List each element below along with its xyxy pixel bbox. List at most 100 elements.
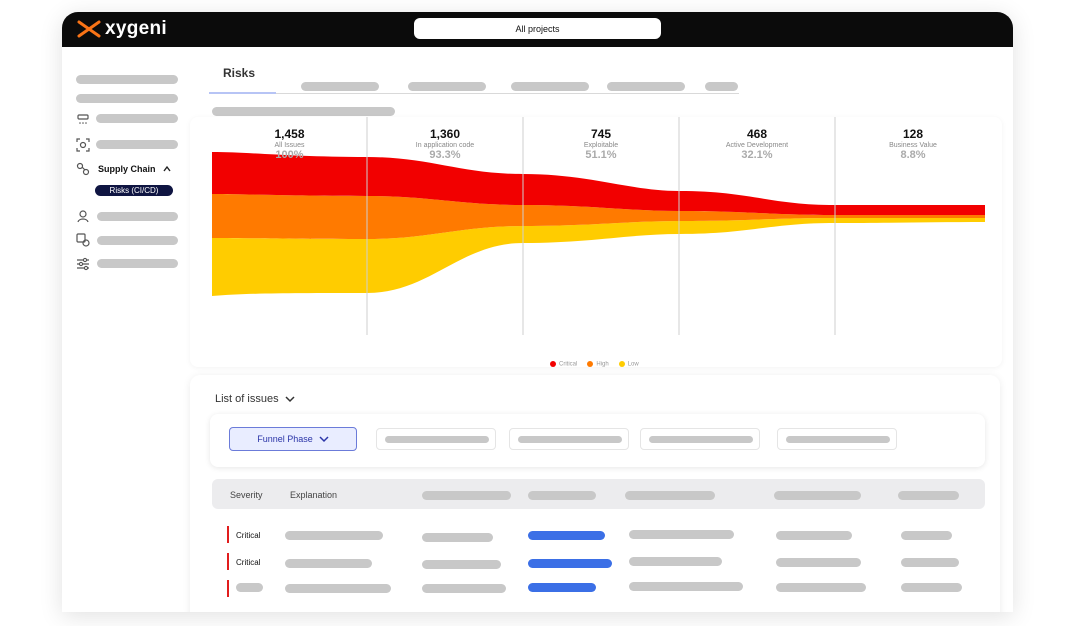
cell-placeholder — [285, 531, 383, 540]
issues-title-text: List of issues — [215, 393, 279, 405]
cell-placeholder — [422, 533, 493, 542]
cell-placeholder — [901, 558, 959, 567]
chevron-up-icon[interactable] — [162, 164, 172, 174]
shapes-icon — [76, 233, 90, 247]
cell-placeholder — [285, 584, 391, 593]
funnel-stage: 745 Exploitable 51.1% — [523, 127, 679, 161]
stage-label: Business Value — [889, 142, 937, 149]
sidebar-item-supply-chain[interactable]: Supply Chain — [98, 164, 156, 174]
sidebar-subitem-risks-ci-cd[interactable]: Risks (CI/CD) — [95, 185, 173, 196]
column-header-placeholder[interactable] — [625, 491, 715, 500]
logo[interactable]: xygeni — [77, 18, 167, 40]
sidebar: Supply Chain Risks (CI/CD) — [62, 47, 190, 612]
cell-placeholder — [285, 559, 372, 568]
severity-marker — [227, 580, 229, 597]
filter-placeholder — [385, 436, 489, 443]
cell-link-placeholder[interactable] — [528, 531, 605, 540]
stage-percent: 100% — [275, 149, 304, 161]
filter-dropdown[interactable] — [376, 428, 496, 450]
funnel-stage: 1,458 All Issues 100% — [212, 127, 367, 161]
cell-placeholder — [629, 582, 743, 591]
sidebar-placeholder[interactable] — [96, 140, 178, 149]
row-severity: Critical — [236, 558, 261, 567]
subtitle-placeholder — [212, 107, 395, 116]
filter-dropdown[interactable] — [777, 428, 897, 450]
cell-link-placeholder[interactable] — [528, 559, 612, 568]
chevron-down-icon — [319, 436, 329, 443]
funnel-high-band — [212, 194, 985, 239]
stage-percent: 32.1% — [741, 149, 773, 161]
risk-funnel-chart: 1,458 All Issues 100% 1,360 In applicati… — [190, 117, 1002, 368]
funnel-svg — [212, 117, 985, 335]
filter-placeholder — [518, 436, 622, 443]
app-window: xygeni All projects Supply Chain Risks (… — [62, 12, 1013, 612]
tab-placeholder[interactable] — [408, 82, 486, 91]
column-header-placeholder[interactable] — [898, 491, 959, 500]
funnel-stage: 128 Business Value 8.8% — [835, 127, 991, 161]
stage-percent: 51.1% — [585, 149, 617, 161]
filter-dropdown[interactable] — [640, 428, 760, 450]
scan-icon — [76, 138, 90, 152]
sidebar-placeholder[interactable] — [97, 259, 178, 268]
sidebar-placeholder[interactable] — [96, 114, 178, 123]
cell-placeholder — [422, 560, 501, 569]
project-selector[interactable]: All projects — [414, 18, 661, 39]
sidebar-placeholder[interactable] — [97, 212, 178, 221]
funnel-phase-filter-button[interactable]: Funnel Phase — [229, 427, 357, 451]
column-header-placeholder[interactable] — [774, 491, 861, 500]
issues-title[interactable]: List of issues — [215, 393, 295, 405]
severity-marker — [227, 553, 229, 570]
legend-swatch — [618, 361, 625, 367]
stage-count: 128 — [902, 127, 924, 141]
column-header-explanation[interactable]: Explanation — [290, 490, 338, 500]
cell-placeholder — [901, 583, 962, 592]
tab-divider — [209, 93, 739, 94]
legend-item-low: Low — [618, 361, 639, 368]
chevron-down-icon[interactable] — [285, 394, 295, 404]
stage-label: Exploitable — [583, 142, 619, 149]
cell-placeholder — [776, 558, 861, 567]
filter-dropdown[interactable] — [509, 428, 629, 450]
column-header-severity[interactable]: Severity — [230, 490, 263, 500]
stage-count: 1,360 — [429, 127, 461, 141]
stage-count: 1,458 — [274, 127, 305, 141]
xygeni-logo-icon — [77, 20, 101, 38]
funnel-phase-label: Funnel Phase — [257, 434, 313, 444]
user-secret-icon — [77, 210, 89, 223]
sidebar-placeholder[interactable] — [76, 94, 178, 103]
stage-label: All Issues — [274, 142, 305, 149]
stage-label: In application code — [415, 142, 475, 149]
stage-percent: 8.8% — [900, 149, 926, 161]
filter-bar: Funnel Phase — [210, 414, 985, 467]
legend-swatch — [550, 361, 556, 367]
top-bar: xygeni All projects — [62, 12, 1013, 47]
funnel-low-band — [212, 218, 985, 296]
cell-placeholder — [629, 530, 734, 539]
cell-placeholder — [776, 583, 866, 592]
settings-sliders-icon — [77, 257, 89, 271]
cell-link-placeholder[interactable] — [528, 583, 596, 592]
filter-placeholder — [649, 436, 753, 443]
cell-placeholder — [629, 557, 722, 566]
cell-placeholder — [901, 531, 952, 540]
tab-placeholder[interactable] — [511, 82, 589, 91]
issues-table-header: Severity Explanation — [212, 479, 985, 509]
column-header-placeholder[interactable] — [422, 491, 511, 500]
logo-text: xygeni — [105, 18, 167, 39]
stage-percent: 93.3% — [429, 149, 461, 161]
stage-count: 745 — [590, 127, 612, 141]
funnel-critical-band — [212, 152, 985, 215]
sidebar-placeholder[interactable] — [76, 75, 178, 84]
funnel-stage: 468 Active Development 32.1% — [679, 127, 835, 161]
filter-placeholder — [786, 436, 890, 443]
tab-risks[interactable]: Risks — [223, 66, 256, 80]
sidebar-placeholder[interactable] — [97, 236, 178, 245]
stage-count: 468 — [746, 127, 768, 141]
tab-placeholder[interactable] — [607, 82, 685, 91]
stage-label: Active Development — [725, 142, 789, 149]
tab-placeholder[interactable] — [301, 82, 379, 91]
column-header-placeholder[interactable] — [528, 491, 596, 500]
funnel-stage: 1,360 In application code 93.3% — [367, 127, 523, 161]
server-icon — [77, 114, 89, 124]
tab-placeholder[interactable] — [705, 82, 738, 91]
